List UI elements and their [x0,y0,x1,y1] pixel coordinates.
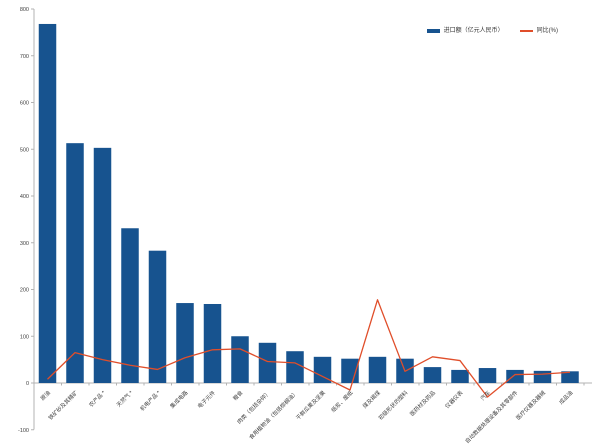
x-axis-label: 汽车 [478,388,492,402]
y-axis-tick-label: 600 [20,101,29,107]
legend: 进口额（亿元人民币） 同比(%) [426,28,558,34]
legend-line-label: 同比(%) [536,28,558,34]
x-axis-label: 初级形状的塑料 [377,388,410,421]
x-axis-label: 食用植物油（包括棕榈油） [247,389,299,441]
legend-line-swatch [519,30,533,32]
bar-9 [286,351,304,383]
bar-17 [506,369,524,383]
x-axis-label: 纸浆、废纸 [329,388,354,413]
y-axis-tick-label: 500 [20,147,29,153]
x-axis-label: 机电产品 * [138,388,162,412]
y-axis-tick-label: 300 [20,241,29,247]
x-axis-label: 自动数据处理设备及其零部件 [463,388,520,445]
x-axis-label: 仪器仪表 [443,388,465,410]
bar-19 [561,371,579,383]
bar-6 [203,303,222,383]
bar-18 [533,370,552,383]
legend-bar-label: 进口额（亿元人民币） [443,28,504,34]
bar-12 [368,356,387,383]
x-axis-label: 粮食 [231,388,245,402]
x-axis-label: 电子元件 [196,388,218,410]
bar-5 [176,303,194,383]
y-axis-tick-label: 0 [26,381,29,387]
legend-bar-swatch [426,29,440,33]
yoy-line [47,299,571,398]
x-axis-label: 原油 [38,388,52,402]
bar-10 [313,356,332,383]
bar-4 [148,250,167,383]
y-axis-tick-label: 800 [20,7,29,13]
x-axis-label: 干鲜瓜果及坚果 [294,388,327,421]
y-axis-tick-label: 100 [20,334,29,340]
bar-15 [451,369,469,383]
bar-2 [93,147,112,383]
x-axis-label: 铁矿砂及其精矿 [47,388,80,421]
x-axis-label: 集成电路 [168,388,190,410]
x-axis-label: 成品油 [557,388,575,406]
bar-7 [231,336,249,383]
x-axis-label: 医疗仪器及器械 [514,388,547,421]
bar-0 [38,23,57,384]
bar-14 [423,367,442,383]
x-axis-label: 农产品 * [87,388,108,409]
bar-3 [121,228,139,383]
bar-8 [258,342,277,383]
y-axis-tick-label: 700 [20,54,29,60]
y-axis-tick-label: 400 [20,194,29,200]
y-axis-tick-label: -100 [18,428,29,434]
x-axis-label: 天然气 * [114,388,135,409]
y-axis-tick-label: 200 [20,288,29,294]
x-axis-label: 煤及褐煤 [361,388,383,410]
bar-1 [66,143,84,383]
bar-16 [478,368,497,383]
x-axis-label: 医药材及药品 [408,388,437,417]
